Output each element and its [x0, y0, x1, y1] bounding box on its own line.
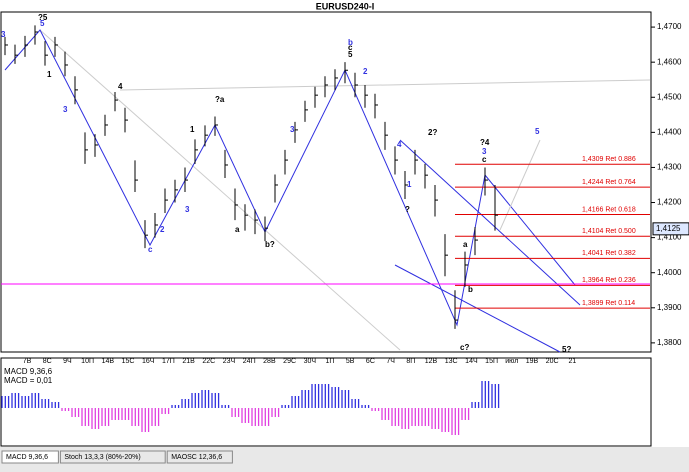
- x-tick-label: 5В: [346, 358, 355, 365]
- wave-label: 1: [47, 70, 52, 79]
- wave-label: b: [468, 285, 473, 294]
- wave-label: ?a: [215, 95, 225, 104]
- wave-label: 5?: [562, 345, 571, 354]
- x-tick-label: 16Ч: [142, 358, 155, 365]
- x-tick-label: 15С: [122, 358, 135, 365]
- wave-label: 2: [160, 225, 165, 234]
- x-tick-label: июл: [505, 358, 518, 365]
- chart-title: EURUSD240-I: [316, 1, 375, 11]
- x-tick-label: 10П: [81, 358, 94, 365]
- fib-label: 1,3964 Ret 0.236: [582, 277, 636, 284]
- wave-label: 2: [363, 67, 368, 76]
- wave-label: 1: [190, 125, 195, 134]
- wave-label: 5: [40, 19, 45, 28]
- x-tick-label: 30Ч: [304, 358, 317, 365]
- y-tick-label: 1,4100: [657, 233, 682, 242]
- wave-label: 3: [290, 125, 295, 134]
- y-tick-label: 1,4000: [657, 268, 682, 277]
- wave-label: 3: [63, 105, 68, 114]
- trend-line: [119, 79, 651, 91]
- channel-line: [399, 139, 581, 306]
- current-price-box: [652, 222, 689, 236]
- tab-label[interactable]: MAOSC 12,36,6: [171, 454, 222, 461]
- fib-label: 1,4104 Ret 0.500: [582, 228, 636, 235]
- wave-label: 5: [535, 127, 540, 136]
- wave-label: b: [348, 38, 353, 47]
- fib-label: 1,4309 Ret 0.886: [582, 156, 636, 163]
- tab-label[interactable]: Stoch 13,3,3 (80%-20%): [64, 454, 140, 461]
- x-tick-label: 20С: [546, 358, 559, 365]
- x-tick-label: 9Ч: [63, 358, 72, 365]
- x-tick-label: 21В: [182, 358, 195, 365]
- channel-line: [484, 174, 576, 286]
- wave-label: c: [148, 245, 153, 254]
- x-tick-label: 22С: [202, 358, 215, 365]
- x-tick-label: 24П: [243, 358, 256, 365]
- x-tick-label: 1П: [326, 358, 335, 365]
- wave-label: ?4: [480, 138, 490, 147]
- x-tick-label: 21: [569, 358, 577, 365]
- y-tick-label: 1,3900: [657, 303, 682, 312]
- x-tick-label: 6С: [366, 358, 375, 365]
- tab-label[interactable]: MACD 9,36,6: [6, 454, 48, 461]
- x-tick-label: 12В: [425, 358, 438, 365]
- x-tick-label: 8П: [406, 358, 415, 365]
- tab[interactable]: [59, 450, 166, 464]
- wave-label: 1: [407, 180, 412, 189]
- y-tick-label: 1,4700: [657, 22, 682, 31]
- x-tick-label: 8С: [43, 358, 52, 365]
- current-price-label: 1,4125: [656, 224, 681, 233]
- wave-label: c: [348, 43, 353, 52]
- x-tick-label: 15П: [485, 358, 498, 365]
- wave-label: 4: [118, 82, 123, 91]
- wave-label: 5: [348, 50, 353, 59]
- x-tick-label: 14Ч: [465, 358, 478, 365]
- x-tick-label: 17П: [162, 358, 175, 365]
- x-tick-label: 14В: [102, 358, 115, 365]
- fib-label: 1,3899 Ret 0.114: [582, 300, 635, 307]
- x-tick-label: 29С: [283, 358, 296, 365]
- wave-label: c?: [460, 343, 469, 352]
- x-tick-label: 7В: [23, 358, 32, 365]
- wave-label: 3: [1, 30, 6, 39]
- projection-line: [499, 139, 541, 231]
- tab[interactable]: [1, 450, 59, 464]
- wave-label: 3: [482, 147, 487, 156]
- fib-label: 1,4166 Ret 0.618: [582, 206, 636, 213]
- wave-label: b?: [265, 240, 275, 249]
- trend-line: [39, 29, 401, 351]
- wave-label: 2?: [428, 128, 437, 137]
- wave-label: ?: [405, 205, 410, 214]
- y-tick-label: 1,4300: [657, 163, 682, 172]
- fib-label: 1,4041 Ret 0.382: [582, 250, 636, 257]
- y-tick-label: 1,4400: [657, 127, 682, 136]
- x-tick-label: 19В: [526, 358, 539, 365]
- macd-frame: [0, 357, 652, 447]
- x-tick-label: 13С: [445, 358, 458, 365]
- y-tick-label: 1,4600: [657, 57, 682, 66]
- wave-label: c: [482, 155, 487, 164]
- tab[interactable]: [166, 450, 233, 464]
- wave-label: ?5: [38, 13, 48, 22]
- macd-current: MACD = 0,01: [4, 376, 53, 385]
- wave-label: a: [235, 225, 240, 234]
- y-tick-label: 1,4200: [657, 198, 682, 207]
- macd-title: MACD 9,36,6: [4, 367, 53, 376]
- wave-label: 3: [185, 205, 190, 214]
- y-tick-label: 1,4500: [657, 92, 682, 101]
- price-frame: [0, 11, 652, 353]
- x-tick-label: 7Ч: [386, 358, 395, 365]
- wave-label: 4: [397, 140, 402, 149]
- x-tick-label: 28В: [263, 358, 276, 365]
- y-tick-label: 1,3800: [657, 338, 682, 347]
- fib-label: 1,4244 Ret 0.764: [582, 179, 636, 186]
- wave-path: [4, 29, 486, 327]
- x-tick-label: 23Ч: [223, 358, 236, 365]
- wave-label: a: [463, 240, 468, 249]
